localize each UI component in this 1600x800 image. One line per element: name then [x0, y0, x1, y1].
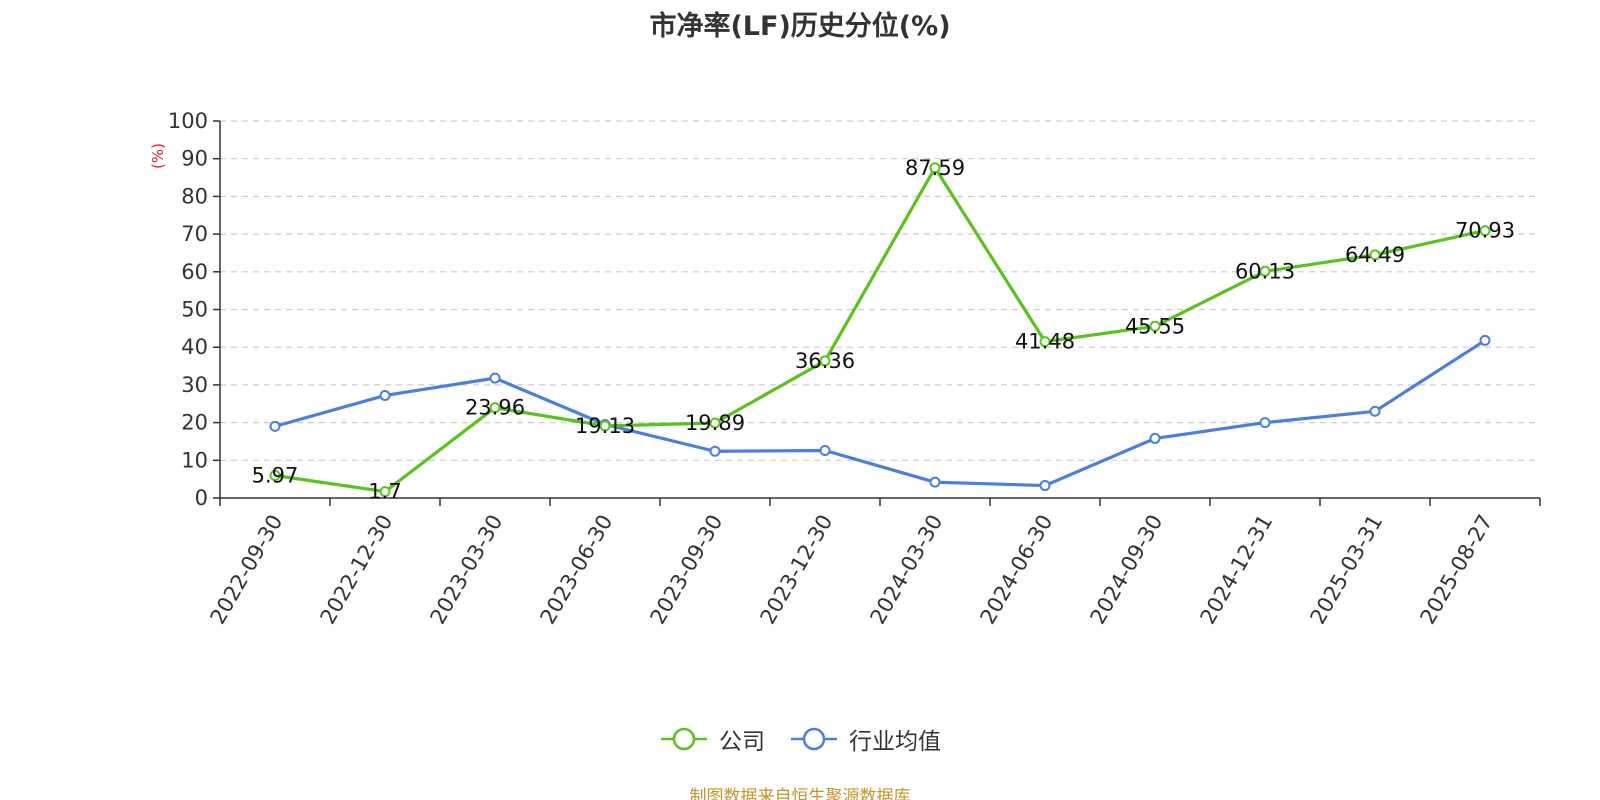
data-label: 45.55	[1125, 314, 1185, 338]
x-tick-label: 2024-12-31	[1196, 511, 1278, 629]
data-point	[1369, 405, 1381, 417]
data-point	[599, 420, 611, 432]
data-point	[709, 417, 721, 429]
data-point	[1039, 480, 1051, 492]
x-tick-label: 2022-09-30	[206, 511, 288, 629]
data-point	[819, 444, 831, 456]
x-tick-label: 2023-09-30	[646, 511, 728, 629]
data-point	[819, 355, 831, 367]
data-point	[1369, 249, 1381, 261]
data-point	[489, 402, 501, 414]
y-tick-label: 70	[181, 222, 208, 246]
y-tick-label: 80	[181, 184, 208, 208]
y-tick-label: 100	[168, 109, 208, 133]
y-axis-label: (%)	[149, 143, 167, 169]
chart-legend: 公司 行业均值	[0, 722, 1600, 756]
x-tick-label: 2023-12-30	[756, 511, 838, 629]
legend-label: 公司	[719, 729, 765, 755]
x-tick-label: 2024-09-30	[1086, 511, 1168, 629]
data-point	[1039, 336, 1051, 348]
chart-title: 市净率(LF)历史分位(%)	[649, 11, 951, 42]
data-point	[1259, 417, 1271, 429]
series-line-0	[274, 166, 1486, 494]
source-note: 制图数据来自恒生聚源数据库	[689, 787, 911, 800]
data-label: 36.36	[795, 349, 855, 373]
data-label: 41.48	[1015, 330, 1075, 354]
data-point	[1259, 265, 1271, 277]
data-point	[1479, 334, 1491, 346]
data-point	[929, 476, 941, 488]
legend-marker-icon	[791, 727, 837, 751]
data-point	[269, 420, 281, 432]
x-tick-label: 2023-03-30	[426, 511, 508, 629]
data-label: 23.96	[465, 396, 525, 420]
x-tick-label: 2025-08-27	[1416, 511, 1498, 629]
data-label: 70.93	[1455, 219, 1515, 243]
y-tick-label: 0	[195, 486, 208, 510]
x-tick-label: 2022-12-30	[316, 511, 398, 629]
x-tick-label: 2023-06-30	[536, 511, 618, 629]
series-line-1	[274, 339, 1486, 488]
y-tick-label: 40	[181, 335, 208, 359]
y-tick-label: 50	[181, 298, 208, 322]
x-tick-label: 2024-06-30	[976, 511, 1058, 629]
x-tick-label: 2024-03-30	[866, 511, 948, 629]
data-point	[709, 445, 721, 457]
data-point	[379, 486, 391, 498]
y-tick-label: 60	[181, 260, 208, 284]
data-label: 87.59	[905, 156, 965, 180]
data-label: 1.7	[368, 480, 401, 504]
legend-item-1[interactable]: 行业均值	[789, 722, 941, 756]
data-label: 19.89	[685, 411, 745, 435]
y-tick-label: 10	[181, 448, 208, 472]
data-point	[269, 469, 281, 481]
data-point	[489, 372, 501, 384]
legend-marker-icon	[661, 727, 707, 751]
data-label: 64.49	[1345, 243, 1405, 267]
data-label: 5.97	[252, 463, 299, 487]
data-point	[1149, 320, 1161, 332]
data-point	[929, 162, 941, 174]
data-point	[1149, 432, 1161, 444]
legend-item-0[interactable]: 公司	[659, 722, 765, 756]
legend-label: 行业均值	[849, 729, 941, 755]
data-point	[1479, 225, 1491, 237]
y-tick-label: 20	[181, 411, 208, 435]
x-tick-label: 2025-03-31	[1306, 511, 1388, 629]
data-label: 60.13	[1235, 259, 1295, 283]
data-label: 19.13	[575, 414, 635, 438]
y-tick-label: 30	[181, 373, 208, 397]
y-tick-label: 90	[181, 147, 208, 171]
data-point	[379, 389, 391, 401]
